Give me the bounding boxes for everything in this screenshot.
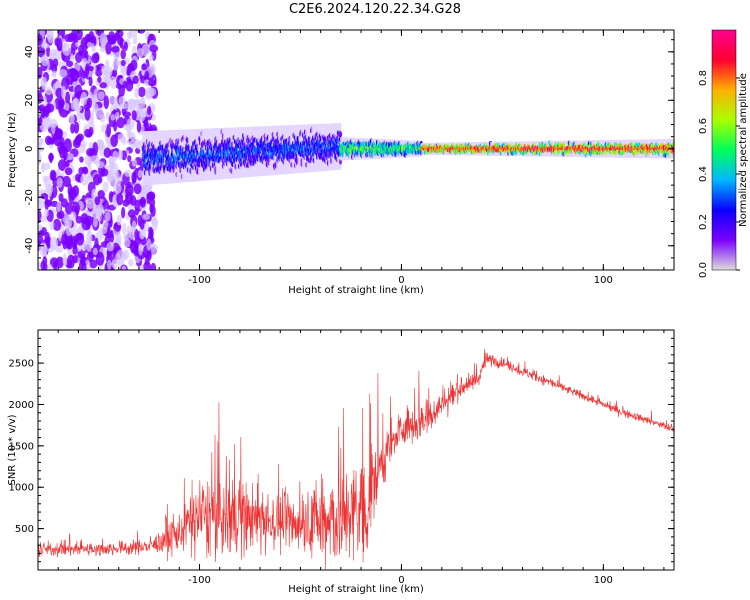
x-tick-label: 0 [398,275,404,286]
snr-frame [37,329,675,571]
y-tick-label: 0 [24,146,35,152]
x-tick-label: 0 [398,575,404,586]
x-tick-label: -100 [188,275,211,286]
x-tick-label: -100 [188,575,211,586]
snr-x-label: Height of straight line (km) [288,584,424,595]
y-tick-label: 2500 [9,359,34,370]
y-tick-label: 40 [24,45,35,58]
colorbar-tick-label: 0.2 [698,214,709,230]
spectrogram-y-label: Frequency (Hz) [7,112,18,188]
y-tick-label: 20 [24,94,35,107]
spectrogram-x-label: Height of straight line (km) [288,285,424,296]
snr-y-label: SNR (10 * v/v) [7,414,18,485]
spectrogram-frame [37,29,675,271]
y-tick-label: 1000 [9,483,34,494]
y-tick-label: 2000 [9,400,34,411]
x-tick-label: 100 [594,275,613,286]
snr-x-axis: -100 0 100 [37,330,665,586]
colorbar-tick-label: 0.6 [698,118,709,134]
snr-panel: -100 0 100 500 1000 1500 2000 2500 Height of s… [7,329,675,595]
snr-series-line [38,348,674,570]
colorbar-tick-label: 0.8 [698,70,709,86]
figure-title: C2E6.2024.120.22.34.G28 [288,2,462,17]
colorbar-tick-label: 0.0 [698,262,709,278]
spectrogram-panel: -100 0 100 -40 -20 0 20 40 Height of straight … [7,29,675,296]
y-tick-label: 500 [15,524,34,535]
spectrogram-y-axis: -40 -20 0 20 40 [24,39,674,271]
colorbar-gradient [711,29,737,271]
x-tick-label: 100 [594,575,613,586]
y-tick-label: 1500 [9,441,34,452]
snr-y-axis: 500 1000 1500 2000 2500 [9,329,674,571]
spectrogram-cells [38,30,674,270]
y-tick-label: -20 [24,189,35,205]
y-tick-label: -40 [24,238,35,254]
colorbar: 0.0 0.2 0.4 0.6 0.8 Normalized spectral ampl… [698,29,749,278]
colorbar-ticks: 0.0 0.2 0.4 0.6 0.8 [698,70,740,278]
colorbar-label: Normalized spectral amplitude [738,73,749,227]
colorbar-tick-label: 0.4 [698,166,709,182]
spectrogram-x-axis: -100 0 100 [37,30,665,286]
